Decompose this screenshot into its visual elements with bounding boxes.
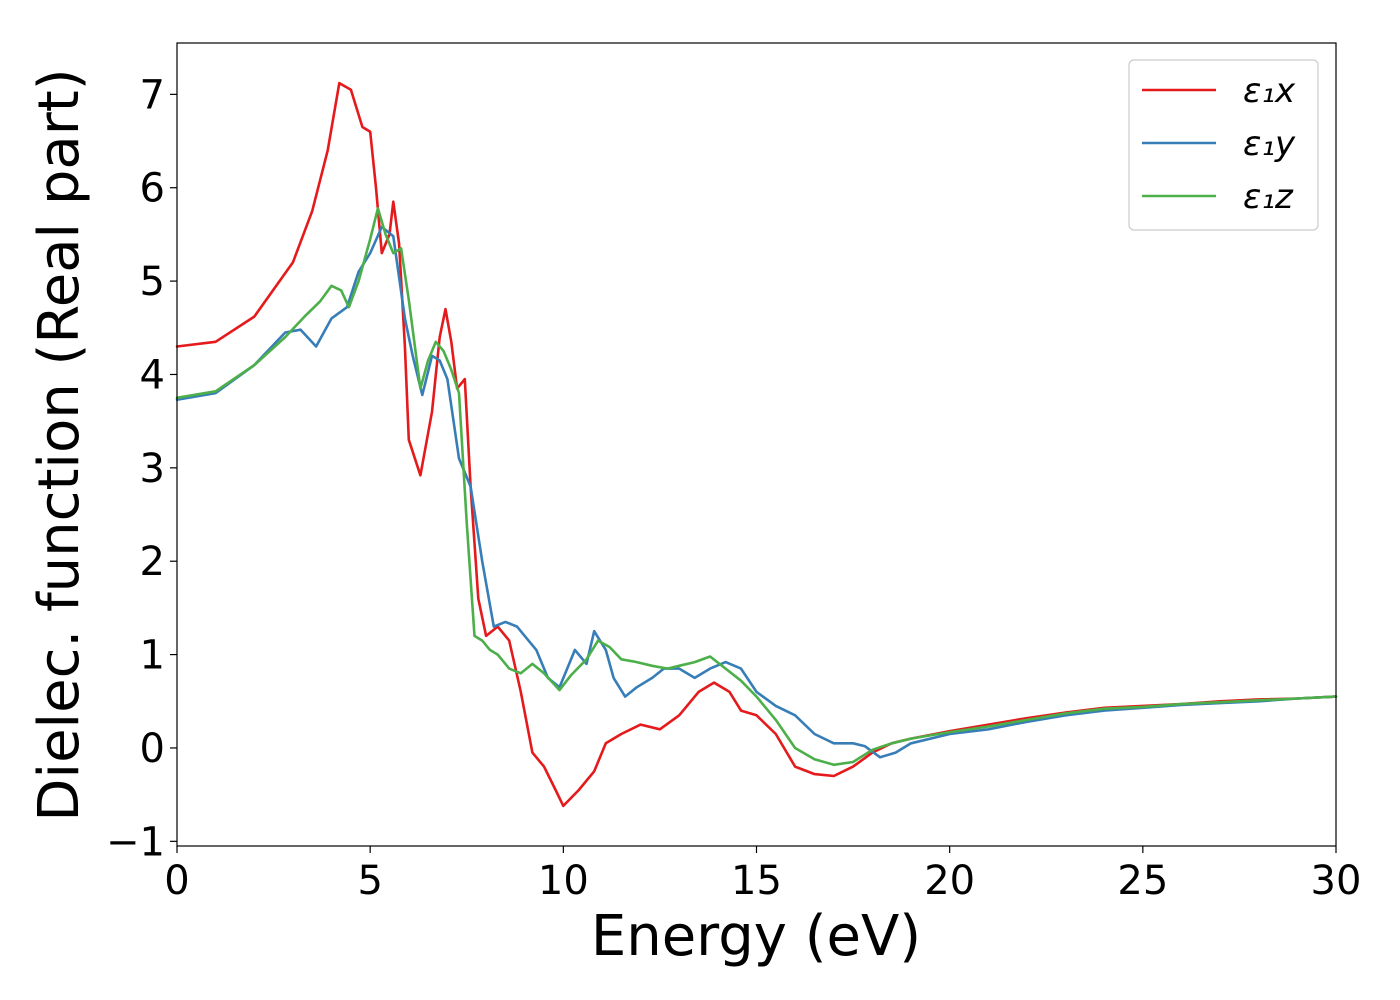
legend-label-2: ε₁z [1243, 177, 1294, 217]
y-axis-title: Dielec. function (Real part) [27, 68, 92, 821]
x-tick-label: 30 [1311, 858, 1362, 904]
x-tick-label: 25 [1117, 858, 1168, 904]
x-tick-label: 10 [538, 858, 589, 904]
y-tick-label: 0 [140, 726, 165, 772]
series-layer [175, 81, 1338, 808]
x-tick-label: 20 [924, 858, 975, 904]
y-tick-label: 2 [140, 539, 165, 585]
y-tick-label: 4 [140, 352, 165, 398]
series-line-2 [175, 207, 1338, 767]
y-tick-label: 1 [140, 633, 165, 679]
x-tick-label: 15 [731, 858, 782, 904]
x-axis: 0 5 10 15 20 25 30 [164, 846, 1361, 904]
x-tick-label: 5 [357, 858, 382, 904]
y-tick-label: 5 [140, 259, 165, 305]
legend: ε₁x ε₁y ε₁z [1128, 59, 1319, 231]
y-tick-label: −1 [106, 819, 165, 865]
x-tick-label: 0 [164, 858, 189, 904]
y-axis: −1 0 1 2 3 4 5 6 7 [106, 72, 177, 865]
y-tick-label: 3 [140, 446, 165, 492]
y-tick-label: 7 [140, 72, 165, 118]
legend-box [1128, 59, 1319, 231]
x-axis-title: Energy (eV) [591, 904, 921, 969]
legend-label-0: ε₁x [1243, 71, 1296, 111]
y-tick-label: 6 [140, 166, 165, 212]
legend-label-1: ε₁y [1243, 124, 1296, 164]
